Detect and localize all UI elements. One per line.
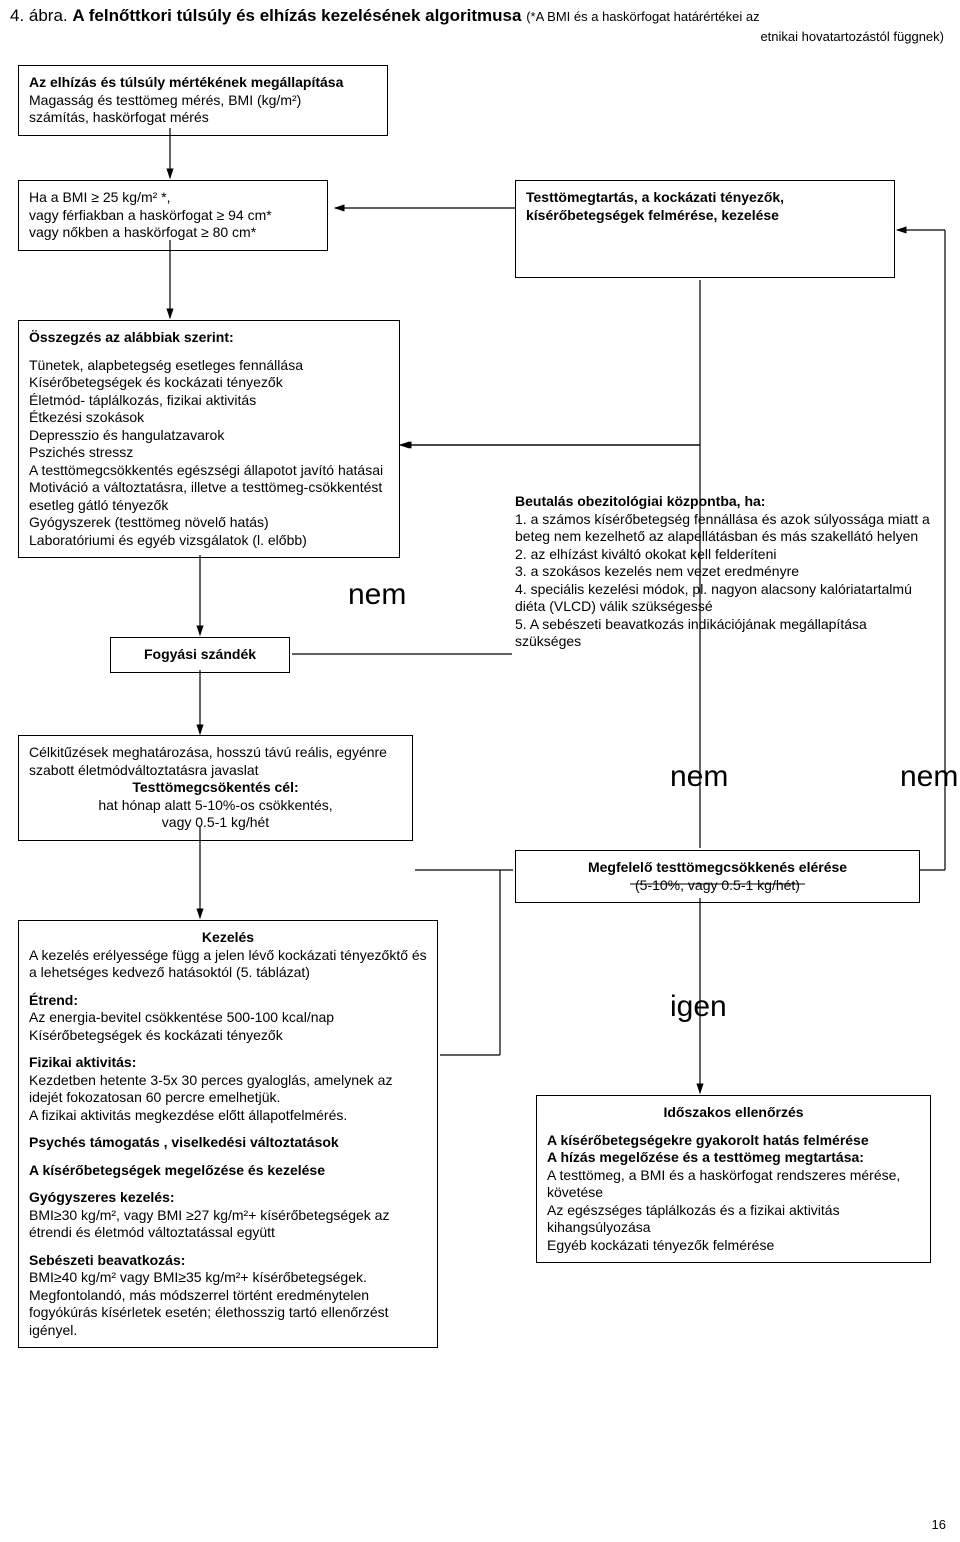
- b9-p2b: Kísérőbetegségek és kockázati tényezők: [29, 1027, 427, 1045]
- b6-l2: 2. az elhízást kiváltó okokat kell felde…: [515, 546, 935, 564]
- b9-h6: Gyógyszeres kezelés:: [29, 1189, 427, 1207]
- b4-l1: Tünetek, alapbetegség esetleges fennállá…: [29, 357, 389, 375]
- box-bmi-criteria: Ha a BMI ≥ 25 kg/m² *, vagy férfiakban a…: [18, 180, 328, 251]
- label-nem-2: nem: [670, 760, 728, 794]
- b4-l5: Depresszio és hangulatzavarok: [29, 427, 389, 445]
- b2-l3: vagy nőkben a haskörfogat ≥ 80 cm*: [29, 224, 317, 242]
- b6-h: Beutalás obezitológiai központba, ha:: [515, 493, 935, 511]
- b9-h4: Psychés támogatás , viselkedési változta…: [29, 1134, 427, 1152]
- b10-h: Időszakos ellenőrzés: [547, 1104, 920, 1122]
- caption-title: A felnőttkori túlsúly és elhízás kezelés…: [72, 6, 521, 25]
- b10-l2: A testtömeg, a BMI és a haskörfogat rend…: [547, 1167, 920, 1202]
- b6-l5: 5. A sebészeti beavatkozás indikációjána…: [515, 616, 935, 651]
- b6-l3: 3. a szokásos kezelés nem vezet eredmény…: [515, 563, 935, 581]
- box-intention: Fogyási szándék: [110, 637, 290, 673]
- label-nem-1: nem: [348, 578, 406, 612]
- b9-p7: BMI≥40 kg/m² vagy BMI≥35 kg/m²+ kísérőbe…: [29, 1269, 427, 1339]
- b7-l2: hat hónap alatt 5-10%-os csökkentés,: [29, 797, 402, 815]
- b9-h7: Sebészeti beavatkozás:: [29, 1252, 427, 1270]
- label-nem-3: nem: [900, 760, 958, 794]
- b10-h2: A hízás megelőzése és a testtömeg megtar…: [547, 1149, 920, 1167]
- figure-caption: 4. ábra. A felnőttkori túlsúly és elhízá…: [10, 6, 954, 46]
- box-assessment: Az elhízás és túlsúly mértékének megálla…: [18, 65, 388, 136]
- b5-t: Fogyási szándék: [144, 646, 256, 662]
- b6-l1: 1. a számos kísérőbetegség fennállása és…: [515, 511, 935, 546]
- b3-l1: Testtömegtartás, a kockázati tényezők,: [526, 189, 884, 207]
- caption-note-1: (*A BMI és a haskörfogat határértékei az: [526, 9, 759, 24]
- page-number: 16: [932, 1517, 946, 1532]
- b4-l3: Életmód- táplálkozás, fizikai aktivitás: [29, 392, 389, 410]
- caption-prefix: 4. ábra.: [10, 6, 68, 25]
- b8-l1: Megfelelő testtömegcsökkenés elérése: [526, 859, 909, 877]
- b9-p3b: A fizikai aktivitás megkezdése előtt áll…: [29, 1107, 427, 1125]
- b1-l1: Az elhízás és túlsúly mértékének megálla…: [29, 74, 377, 92]
- box-referral: Beutalás obezitológiai központba, ha: 1.…: [515, 493, 935, 651]
- b10-l4: Egyéb kockázati tényezők felmérése: [547, 1237, 920, 1255]
- box-treatment: Kezelés A kezelés erélyessége függ a jel…: [18, 920, 438, 1348]
- b4-l6: Pszichés stressz: [29, 444, 389, 462]
- b9-h3: Fizikai aktivitás:: [29, 1054, 427, 1072]
- b8-l2: (5-10%, vagy 0.5-1 kg/hét): [526, 877, 909, 895]
- box-summary: Összegzés az alábbiak szerint: Tünetek, …: [18, 320, 400, 558]
- b9-h5: A kísérőbetegségek megelőzése és kezelés…: [29, 1162, 427, 1180]
- box-goals: Célkitűzések meghatározása, hosszú távú …: [18, 735, 413, 841]
- b4-l2: Kísérőbetegségek és kockázati tényezők: [29, 374, 389, 392]
- b9-h1: Kezelés: [29, 929, 427, 947]
- b1-l2: Magasság és testtömeg mérés, BMI (kg/m²): [29, 92, 377, 110]
- b1-l3: számítás, haskörfogat mérés: [29, 109, 377, 127]
- b10-l1: A kísérőbetegségekre gyakorolt hatás fel…: [547, 1132, 920, 1150]
- b7-l3: vagy 0.5-1 kg/hét: [29, 814, 402, 832]
- box-adequate-loss: Megfelelő testtömegcsökkenés elérése (5-…: [515, 850, 920, 903]
- b9-p3a: Kezdetben hetente 3-5x 30 perces gyalogl…: [29, 1072, 427, 1107]
- b9-p6: BMI≥30 kg/m², vagy BMI ≥27 kg/m²+ kísérő…: [29, 1207, 427, 1242]
- label-igen: igen: [670, 990, 727, 1024]
- flowchart-page: 4. ábra. A felnőttkori túlsúly és elhízá…: [0, 0, 960, 1542]
- b2-l2: vagy férfiakban a haskörfogat ≥ 94 cm*: [29, 207, 317, 225]
- box-maintenance: Testtömegtartás, a kockázati tényezők, k…: [515, 180, 895, 278]
- b10-l3: Az egészséges táplálkozás és a fizikai a…: [547, 1202, 920, 1237]
- b9-p1: A kezelés erélyessége függ a jelen lévő …: [29, 947, 427, 982]
- b2-l1: Ha a BMI ≥ 25 kg/m² *,: [29, 189, 317, 207]
- caption-note-2: etnikai hovatartozástól függnek): [760, 29, 944, 44]
- b4-h: Összegzés az alábbiak szerint:: [29, 329, 389, 347]
- b9-h2: Étrend:: [29, 992, 427, 1010]
- b4-l10: Laboratóriumi és egyéb vizsgálatok (l. e…: [29, 532, 389, 550]
- b9-p2a: Az energia-bevitel csökkentése 500-100 k…: [29, 1009, 427, 1027]
- b4-l9: Gyógyszerek (testtömeg növelő hatás): [29, 514, 389, 532]
- b7-l1: Célkitűzések meghatározása, hosszú távú …: [29, 744, 402, 779]
- b4-l4: Étkezési szokások: [29, 409, 389, 427]
- b4-l8: Motiváció a változtatásra, illetve a tes…: [29, 479, 389, 514]
- box-followup: Időszakos ellenőrzés A kísérőbetegségekr…: [536, 1095, 931, 1263]
- b6-l4: 4. speciális kezelési módok, pl. nagyon …: [515, 581, 935, 616]
- b4-l7: A testtömegcsökkentés egészségi állapoto…: [29, 462, 389, 480]
- b3-l2: kísérőbetegségek felmérése, kezelése: [526, 207, 884, 225]
- b7-h: Testtömegcsökentés cél:: [29, 779, 402, 797]
